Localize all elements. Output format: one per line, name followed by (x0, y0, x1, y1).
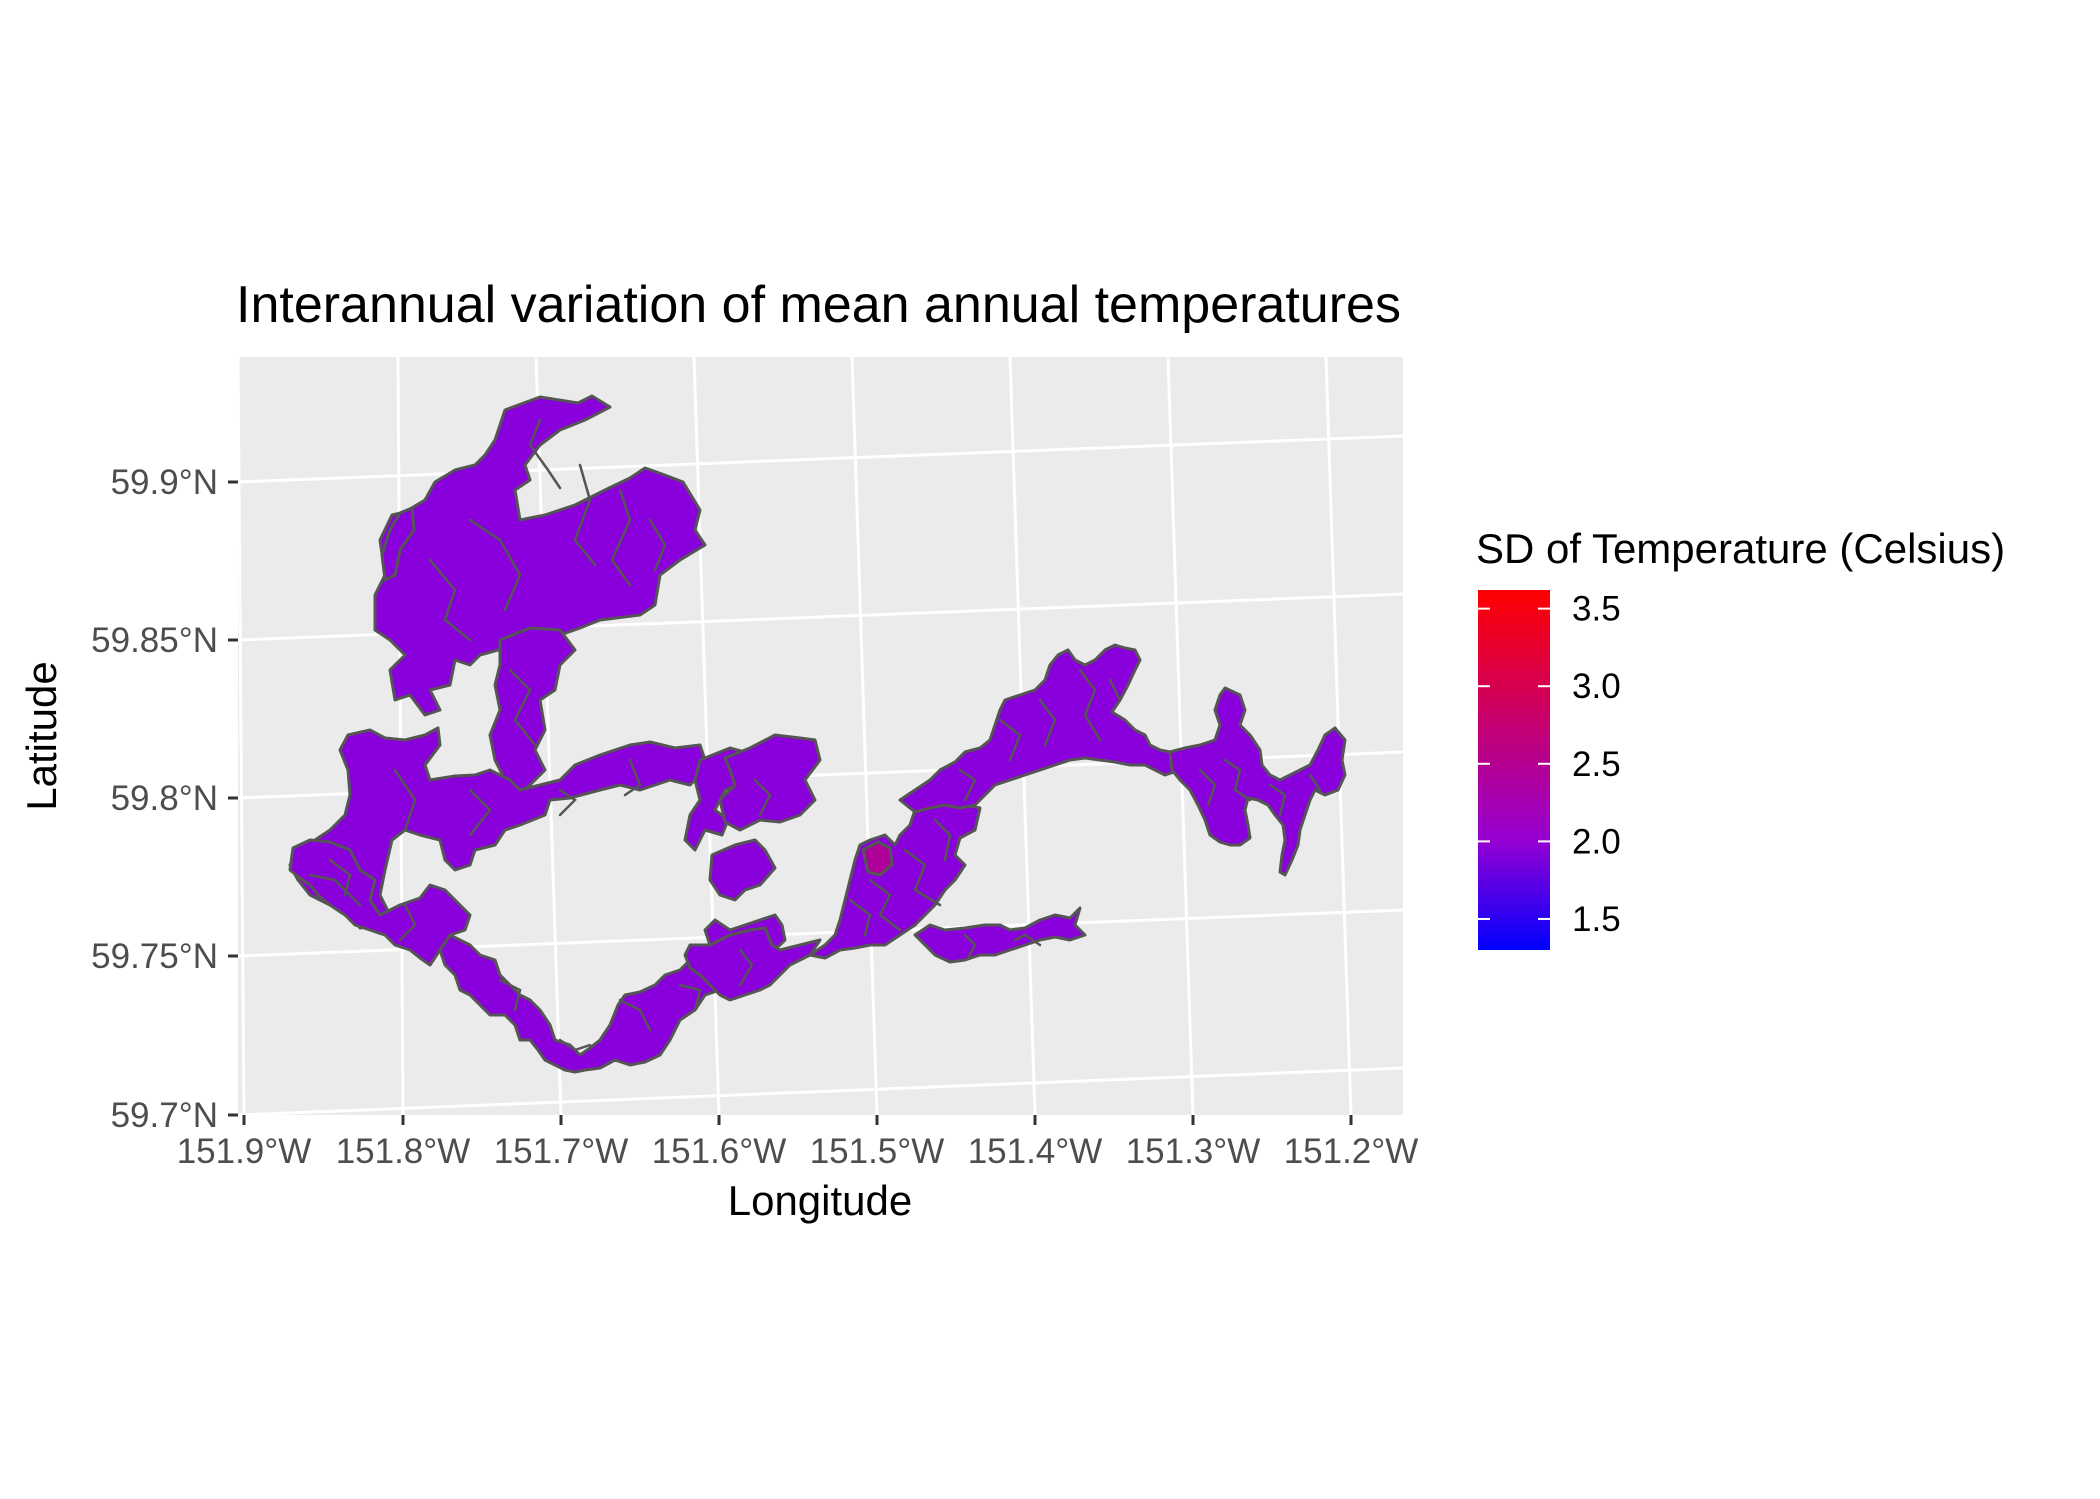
x-axis: 151.9°W 151.8°W 151.7°W 151.6°W 151.5°W … (177, 1115, 1419, 1171)
legend-colorbar (1478, 590, 1550, 950)
grid-lat-59.9 (238, 434, 1403, 484)
x-tick-label: 151.3°W (1126, 1132, 1261, 1171)
x-tick-label: 151.6°W (652, 1132, 787, 1171)
legend-tick-label: 3.5 (1572, 590, 1621, 629)
legend-ticks: 3.5 3.0 2.5 2.0 1.5 (1478, 590, 1621, 939)
x-axis-title: Longitude (728, 1177, 913, 1224)
legend-tick-label: 2.0 (1572, 822, 1621, 861)
legend-tick-label: 1.5 (1572, 900, 1621, 939)
grid-lon-151.7 (534, 357, 563, 1115)
legend-tick-label: 3.0 (1572, 667, 1621, 706)
region-east-corridor (898, 643, 1197, 814)
x-tick-label: 151.4°W (968, 1132, 1103, 1171)
grid-lon-151.5 (850, 357, 879, 1115)
y-tick-label: 59.75°N (91, 937, 218, 976)
y-tick-label: 59.85°N (91, 621, 218, 660)
y-axis: 59.7°N 59.75°N 59.8°N 59.85°N 59.9°N (91, 463, 238, 1135)
legend-tick-label: 2.5 (1572, 745, 1621, 784)
sub-basin-boundaries (308, 418, 1322, 1052)
watershed-regions (288, 394, 1347, 1074)
region-east-central-lower (913, 906, 1087, 964)
grid-lon-151.3 (1166, 357, 1195, 1115)
y-tick-label: 59.8°N (111, 779, 218, 818)
region-far-east (1168, 686, 1347, 877)
region-hotspot (861, 840, 894, 877)
x-tick-label: 151.7°W (494, 1132, 629, 1171)
region-mid-lobe (708, 838, 777, 902)
x-tick-label: 151.2°W (1284, 1132, 1419, 1171)
chart-title: Interannual variation of mean annual tem… (236, 276, 1401, 334)
x-tick-label: 151.8°W (336, 1132, 471, 1171)
x-tick-label: 151.5°W (810, 1132, 945, 1171)
region-northwest-finger (380, 506, 416, 582)
grid-lat-59.7 (238, 1066, 1403, 1115)
legend: SD of Temperature (Celsius) 3.5 3.0 2.5 2.0… (1476, 525, 2005, 950)
grid-lon-151.8 (396, 357, 405, 1115)
axes: 151.9°W 151.8°W 151.7°W 151.6°W 151.5°W … (18, 463, 1418, 1224)
y-tick-label: 59.9°N (111, 463, 218, 502)
region-west (288, 726, 707, 930)
x-tick-label: 151.9°W (177, 1132, 312, 1171)
y-tick-label: 59.7°N (111, 1096, 218, 1135)
region-central-east-lobe (718, 733, 822, 832)
legend-title: SD of Temperature (Celsius) (1476, 525, 2005, 572)
y-axis-title: Latitude (18, 661, 65, 810)
